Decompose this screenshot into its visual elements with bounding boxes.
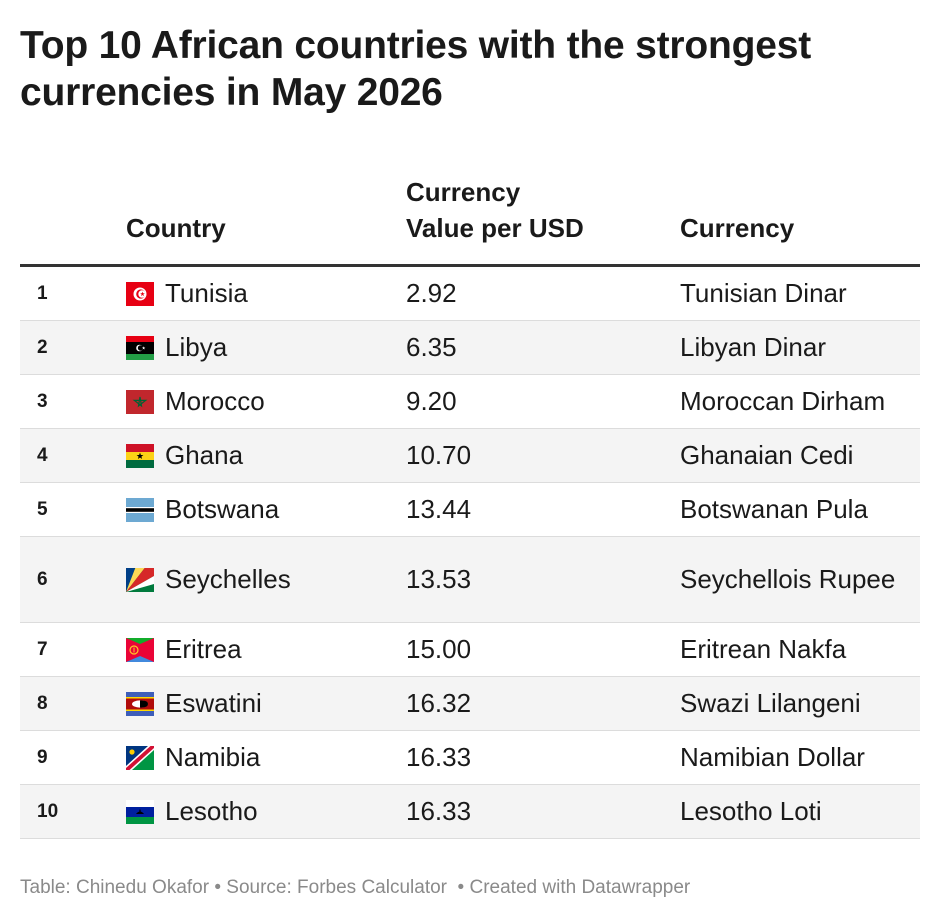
column-header-value[interactable]: Currency Value per USD: [406, 174, 584, 246]
eritrea-flag: [126, 637, 154, 662]
rank-cell: 2: [37, 336, 48, 358]
column-header-currency[interactable]: Currency: [680, 213, 795, 243]
table-row: 4 Ghana 10.70 Ghanaian Cedi: [20, 429, 920, 483]
rank-cell: 5: [37, 498, 48, 520]
datawrapper-credit[interactable]: Created with Datawrapper: [469, 877, 691, 898]
country-cell: Seychelles: [165, 564, 291, 594]
country-cell: Libya: [165, 332, 228, 362]
chart-title: Top 10 African countries with the strong…: [20, 24, 811, 114]
value-cell: 9.20: [406, 386, 457, 416]
country-cell: Eswatini: [165, 688, 262, 718]
source-credit: Source: Forbes Calculator: [226, 877, 447, 898]
currency-cell: Tunisian Dinar: [680, 278, 847, 308]
currency-cell: Swazi Lilangeni: [680, 688, 861, 718]
eswatini-flag: [126, 691, 154, 716]
column-header-value-line2: Value per USD: [406, 213, 584, 243]
botswana-flag: [126, 497, 154, 522]
rank-cell: 1: [37, 282, 48, 304]
seychelles-flag: [126, 567, 154, 592]
country-cell: Tunisia: [165, 278, 248, 308]
table-row: 5 Botswana 13.44 Botswanan Pula: [20, 483, 920, 537]
currency-cell: Lesotho Loti: [680, 796, 822, 826]
table-row: 2 Libya 6.35 Libyan Dinar: [20, 321, 920, 375]
footer-credits: Table: Chinedu Okafor • Source: Forbes C…: [20, 877, 690, 899]
rank-cell: 7: [37, 638, 48, 660]
table-row: 10 Lesotho 16.33 Lesotho Loti: [20, 785, 920, 839]
tunisia-flag: [126, 281, 154, 306]
value-cell: 2.92: [406, 278, 457, 308]
value-cell: 6.35: [406, 332, 457, 362]
rank-cell: 9: [37, 746, 48, 768]
table-row: 7 Eritrea 15.00 Eritrean Nakfa: [20, 623, 920, 677]
currency-cell: Eritrean Nakfa: [680, 634, 847, 664]
value-cell: 15.00: [406, 634, 472, 664]
country-cell: Botswana: [165, 494, 280, 524]
value-cell: 16.33: [406, 796, 472, 826]
namibia-flag: [126, 745, 154, 770]
table-row: 3 Morocco 9.20 Moroccan Dirham: [20, 375, 920, 429]
ghana-flag: [126, 443, 154, 468]
country-cell: Eritrea: [165, 634, 242, 664]
table-row: 8 Eswatini 16.32 Swazi Lilangeni: [20, 677, 920, 731]
table-row: 1 Tunisia 2.92 Tunisian Dinar: [20, 267, 920, 321]
value-cell: 10.70: [406, 440, 472, 470]
value-cell: 13.53: [406, 564, 472, 594]
table-body: 1 Tunisia 2.92 Tunisian Dinar 2 Libya 6.35 Liby…: [20, 267, 920, 839]
currency-cell: Seychellois Rupee: [680, 564, 896, 594]
rank-cell: 6: [37, 568, 48, 590]
table-row: 6 Seychelles 13.53 Seychellois Rupee: [20, 537, 920, 623]
value-cell: 16.33: [406, 742, 472, 772]
table-credit: Table: Chinedu Okafor: [20, 877, 210, 898]
value-cell: 13.44: [406, 494, 472, 524]
currency-cell: Botswanan Pula: [680, 494, 868, 524]
table-row: 9 Namibia 16.33 Namibian Dollar: [20, 731, 920, 785]
country-cell: Namibia: [165, 742, 261, 772]
footer-separator: •: [447, 877, 470, 898]
libya-flag: [126, 335, 154, 360]
value-cell: 16.32: [406, 688, 472, 718]
country-cell: Morocco: [165, 386, 265, 416]
rank-cell: 3: [37, 390, 48, 412]
column-header-value-line1: Currency: [406, 177, 521, 207]
country-cell: Lesotho: [165, 796, 258, 826]
currency-cell: Ghanaian Cedi: [680, 440, 854, 470]
table-header: Country Currency Value per USD Currency: [20, 170, 920, 266]
rank-cell: 10: [37, 800, 59, 822]
currency-cell: Moroccan Dirham: [680, 386, 886, 416]
rank-cell: 4: [37, 444, 48, 466]
header-divider: [20, 264, 920, 267]
lesotho-flag: [126, 799, 154, 824]
currency-cell: Libyan Dinar: [680, 332, 826, 362]
column-header-country[interactable]: Country: [126, 213, 226, 243]
morocco-flag: [126, 389, 154, 414]
country-cell: Ghana: [165, 440, 244, 470]
rank-cell: 8: [37, 692, 48, 714]
footer-separator: •: [209, 877, 227, 898]
currency-cell: Namibian Dollar: [680, 742, 865, 772]
